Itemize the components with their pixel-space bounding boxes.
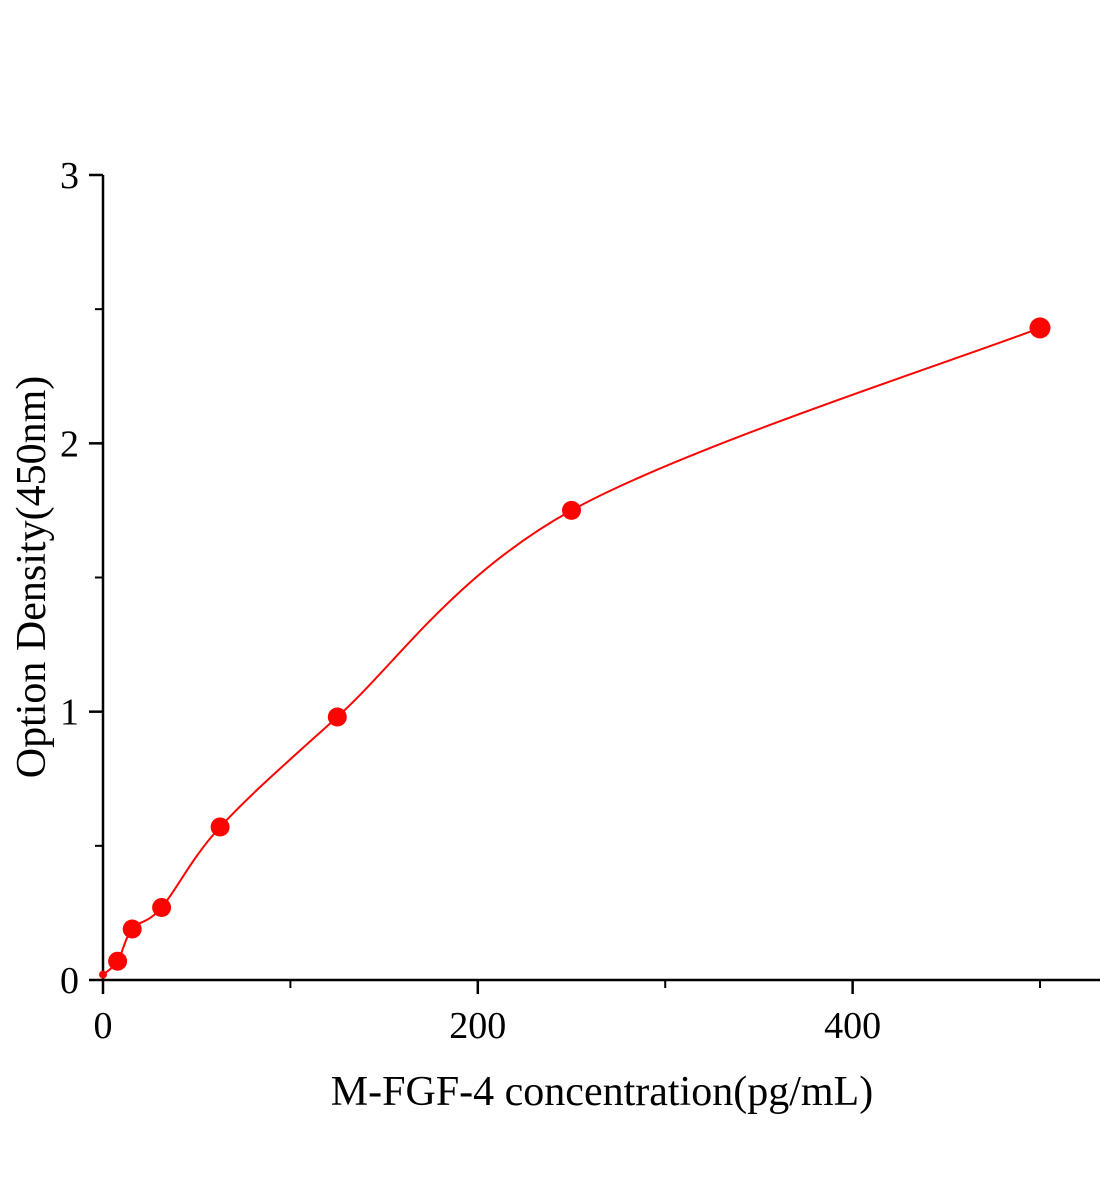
data-point [327, 707, 347, 727]
data-point [152, 898, 172, 917]
y-tick-label: 2 [60, 423, 79, 465]
y-axis-title: Option Density(450nm) [9, 375, 55, 779]
y-tick-label: 1 [60, 692, 79, 734]
data-point [1029, 317, 1051, 339]
x-tick-label: 200 [449, 1005, 506, 1047]
data-point [122, 919, 142, 939]
data-point [210, 817, 230, 837]
y-tick-label: 3 [60, 155, 79, 197]
x-tick-label: 0 [94, 1005, 113, 1047]
x-tick-label: 400 [824, 1005, 881, 1047]
data-point [99, 970, 107, 979]
y-tick-label: 0 [60, 960, 79, 1002]
data-point [562, 500, 581, 520]
x-axis-title: M-FGF-4 concentration(pg/mL) [330, 1069, 874, 1115]
fit-curve [102, 326, 1041, 976]
data-point [108, 951, 128, 971]
